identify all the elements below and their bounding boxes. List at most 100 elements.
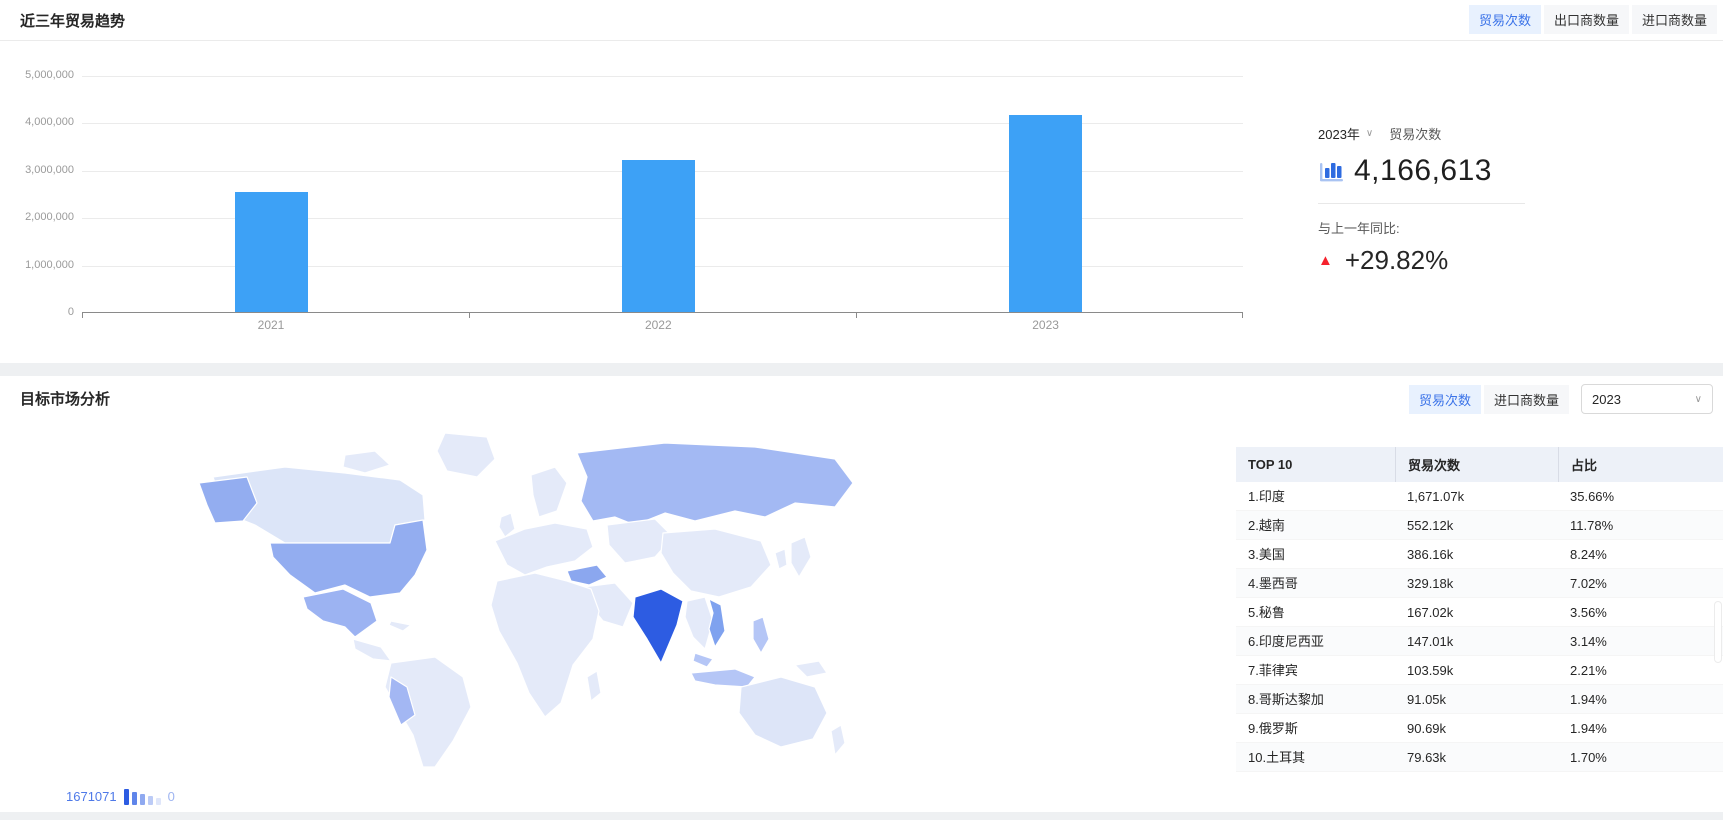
market-section-title: 目标市场分析 (20, 391, 111, 408)
cell-share: 2.21% (1570, 663, 1607, 678)
bottom-separator (0, 812, 1723, 820)
table-row[interactable]: 7.菲律宾 103.59k 2.21% (1236, 656, 1723, 685)
table-header-row: TOP 10 贸易次数 占比 (1236, 447, 1723, 482)
map-region-russia[interactable] (576, 442, 854, 526)
map-region-alaska[interactable] (198, 476, 258, 524)
cell-trade-count: 552.12k (1407, 518, 1454, 533)
map-region-china[interactable] (660, 528, 772, 598)
map-region-thailand[interactable] (684, 596, 714, 650)
cell-share: 1.94% (1570, 721, 1607, 736)
map-region-india[interactable] (632, 588, 684, 664)
tab-trade-count[interactable]: 贸易次数 (1408, 384, 1481, 414)
map-region-australia[interactable] (738, 676, 828, 748)
map-region-philippines[interactable] (752, 616, 770, 654)
stat-metric-label: 贸易次数 (1389, 127, 1442, 142)
map-region-europe[interactable] (494, 522, 594, 576)
header-divider (0, 40, 1723, 41)
table-row[interactable]: 2.越南 552.12k 11.78% (1236, 511, 1723, 540)
cell-trade-count: 329.18k (1407, 576, 1454, 591)
year-dropdown-value: 2023年 (1318, 127, 1360, 142)
cell-share: 3.14% (1570, 634, 1607, 649)
trend-section-title: 近三年贸易趋势 (20, 13, 126, 30)
year-dropdown[interactable]: 2023年 ∨ (1318, 124, 1373, 143)
map-region-korea[interactable] (774, 548, 788, 570)
cell-share: 3.56% (1570, 605, 1607, 620)
map-region-japan[interactable] (790, 536, 812, 578)
x-axis-tick-mark (856, 313, 857, 318)
cell-rank-country: 7.菲律宾 (1248, 663, 1298, 678)
map-region-new-zealand[interactable] (830, 724, 846, 756)
yoy-row: ▲ +29.82% (1318, 245, 1618, 276)
cell-rank-country: 9.俄罗斯 (1248, 721, 1298, 736)
table-row[interactable]: 4.墨西哥 329.18k 7.02% (1236, 569, 1723, 598)
yoy-value: +29.82% (1344, 245, 1449, 275)
trend-bar-2023[interactable] (1009, 114, 1083, 312)
cell-trade-count: 1,671.07k (1407, 489, 1465, 504)
chevron-down-icon: ∨ (1365, 128, 1374, 139)
cell-rank-country: 4.墨西哥 (1248, 576, 1298, 591)
cell-rank-country: 6.印度尼西亚 (1248, 634, 1324, 649)
year-select-value: 2023 (1592, 391, 1621, 407)
y-axis-tick-label: 4,000,000 (25, 116, 74, 129)
stat-divider (1318, 203, 1525, 204)
table-row[interactable]: 10.土耳其 79.63k 1.70% (1236, 743, 1723, 772)
legend-scale-bar (155, 798, 161, 805)
map-region-africa[interactable] (490, 572, 600, 718)
tab-exporter-count[interactable]: 出口商数量 (1543, 5, 1629, 34)
gridline (82, 123, 1243, 125)
cell-trade-count: 103.59k (1407, 663, 1454, 678)
map-region-greenland[interactable] (436, 432, 496, 478)
map-region-usa[interactable] (269, 519, 428, 598)
table-row[interactable]: 9.俄罗斯 90.69k 1.94% (1236, 714, 1723, 743)
cell-trade-count: 167.02k (1407, 605, 1454, 620)
table-row[interactable]: 8.哥斯达黎加 91.05k 1.94% (1236, 685, 1723, 714)
year-select[interactable]: 2023 ∨ (1581, 384, 1713, 414)
table-row[interactable]: 3.美国 386.16k 8.24% (1236, 540, 1723, 569)
map-region-madagascar[interactable] (586, 670, 602, 702)
market-controls: 贸易次数 进口商数量 2023 ∨ (1408, 384, 1713, 414)
map-region-malaysia[interactable] (692, 652, 714, 668)
map-region-canada-islands[interactable] (342, 450, 391, 474)
cell-rank-country: 8.哥斯达黎加 (1248, 692, 1324, 707)
tab-importer-count[interactable]: 进口商数量 (1483, 384, 1569, 414)
yoy-label: 与上一年同比: (1318, 221, 1400, 236)
map-region-vietnam[interactable] (708, 598, 726, 648)
tab-trade-count[interactable]: 贸易次数 (1468, 5, 1541, 34)
header-top10: TOP 10 (1248, 457, 1293, 472)
cell-rank-country: 10.土耳其 (1248, 750, 1306, 765)
y-axis-tick-label: 5,000,000 (25, 69, 74, 81)
map-region-mexico[interactable] (302, 588, 378, 638)
market-section: 目标市场分析 贸易次数 进口商数量 2023 ∨ (0, 376, 1723, 812)
map-region-central-america[interactable] (352, 638, 392, 662)
trend-bar-2022[interactable] (621, 159, 695, 312)
map-region-peru[interactable] (388, 676, 416, 726)
map-region-uk[interactable] (498, 512, 516, 538)
map-region-new-guinea[interactable] (794, 660, 828, 678)
trend-bar-2021[interactable] (234, 191, 308, 312)
trend-stat-panel: 2023年 ∨ 贸易次数 4,166,613 与上一年同比: ▲ +29.82% (1318, 124, 1618, 276)
map-region-central-asia[interactable] (606, 518, 674, 564)
world-map[interactable] (195, 425, 865, 770)
cell-rank-country: 1.印度 (1248, 489, 1285, 504)
map-region-indonesia[interactable] (690, 668, 756, 688)
stat-header-row: 2023年 ∨ 贸易次数 (1318, 124, 1618, 143)
legend-min: 0 (167, 789, 175, 804)
trend-section: 近三年贸易趋势 贸易次数 出口商数量 进口商数量 5,000,000 4,000,… (0, 0, 1723, 363)
cell-trade-count: 90.69k (1407, 721, 1447, 736)
y-axis-tick-label: 2,000,000 (25, 211, 74, 224)
table-row[interactable]: 6.印度尼西亚 147.01k 3.14% (1236, 627, 1723, 656)
cell-trade-count: 91.05k (1407, 692, 1447, 707)
legend-scale-bar (131, 792, 137, 805)
bar-chart-icon (1320, 163, 1343, 182)
map-region-turkey[interactable] (566, 564, 608, 586)
stat-value-row: 4,166,613 (1318, 151, 1618, 191)
table-row[interactable]: 1.印度 1,671.07k 35.66% (1236, 482, 1723, 511)
tab-importer-count[interactable]: 进口商数量 (1631, 5, 1717, 34)
cell-share: 11.78% (1570, 518, 1614, 533)
table-row[interactable]: 5.秘鲁 167.02k 3.56% (1236, 598, 1723, 627)
header-share: 占比 (1558, 447, 1723, 482)
table-scrollbar-thumb[interactable] (1714, 601, 1722, 663)
map-region-scandinavia[interactable] (530, 466, 568, 518)
map-region-cuba[interactable] (388, 620, 412, 632)
legend-scale-bar (123, 789, 129, 805)
